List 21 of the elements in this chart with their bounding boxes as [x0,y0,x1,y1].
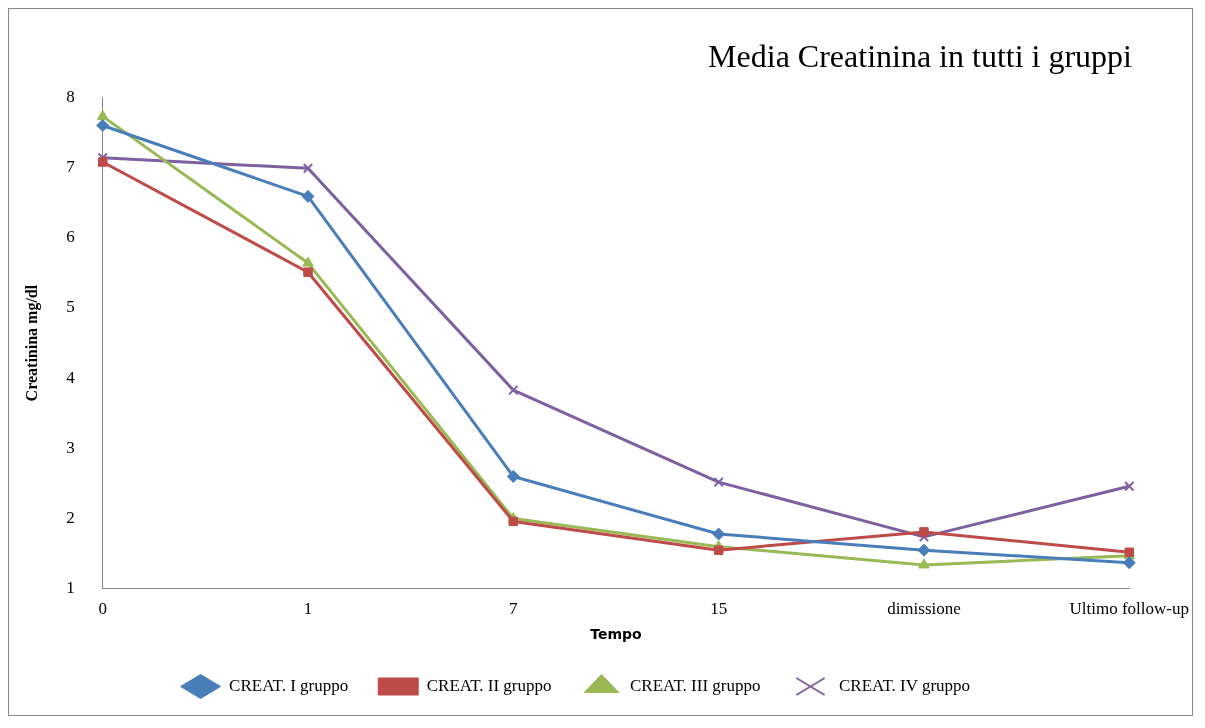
y-tick-label: 1 [66,578,75,598]
y-tick-label: 6 [66,227,75,247]
y-tick-label: 7 [66,157,76,177]
legend-label: CREAT. IV gruppo [839,675,971,695]
y-axis-title: Creatinina mg/dl [22,284,41,402]
x-tick-label: dimissione [887,599,961,619]
chart-title: Media Creatinina in tutti i gruppi [708,37,1133,74]
y-tick-label: 2 [66,508,75,528]
x-axis-title: Tempo [590,626,643,643]
x-tick-label: 0 [98,599,107,619]
x-tick-label: Ultimo follow-up [1069,599,1189,619]
legend-label: CREAT. I gruppo [229,675,349,695]
x-tick-label: 15 [710,599,728,619]
legend-label: CREAT. III gruppo [630,675,761,695]
y-tick-label: 3 [66,437,75,457]
y-tick-label: 8 [66,86,75,106]
x-tick-label: 1 [303,599,313,619]
y-tick-label: 5 [66,297,75,317]
x-tick-label: 7 [509,599,519,619]
legend-label: CREAT. II gruppo [426,675,552,695]
y-tick-label: 4 [66,367,76,387]
